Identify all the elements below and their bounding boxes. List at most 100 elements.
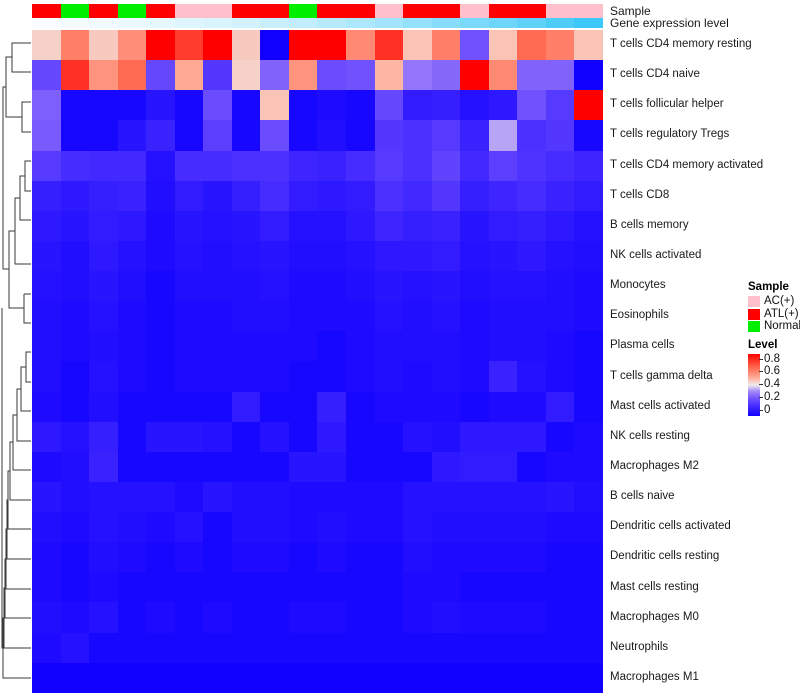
heatmap-cell <box>32 662 61 693</box>
heatmap-cell <box>374 602 404 633</box>
heatmap-cell <box>60 331 90 362</box>
heatmap-cell <box>117 60 147 91</box>
gene-expression-annotation-track <box>32 18 603 28</box>
heatmap-cell <box>460 542 489 573</box>
level-tick-label: 0 <box>759 404 770 417</box>
heatmap-cell <box>117 30 147 61</box>
heatmap-cell <box>403 391 432 422</box>
heatmap-cell <box>146 361 175 392</box>
row-label-macrophages-m2: Macrophages M2 <box>610 459 699 472</box>
heatmap-cell <box>60 301 90 332</box>
heatmap-cell <box>89 120 118 151</box>
heatmap-cell <box>488 421 518 452</box>
heatmap-cell <box>460 632 489 663</box>
heatmap-cell <box>146 331 175 362</box>
heatmap-cell <box>60 60 90 91</box>
heatmap-cell <box>174 512 204 543</box>
heatmap-row <box>32 602 603 633</box>
heatmap-cell <box>288 60 318 91</box>
heatmap-cell <box>203 210 232 241</box>
heatmap-cell <box>231 271 261 302</box>
heatmap-cell <box>117 391 147 422</box>
heatmap-cell <box>174 301 204 332</box>
heatmap-cell <box>203 542 232 573</box>
heatmap-cell <box>574 331 603 362</box>
heatmap-cell <box>574 391 603 422</box>
heatmap-cell <box>346 512 375 543</box>
heatmap-cell <box>517 602 546 633</box>
level-tick-mark <box>759 409 763 411</box>
heatmap-cell <box>60 481 90 512</box>
sample-annotation-cell <box>317 4 347 18</box>
heatmap-cell <box>431 481 461 512</box>
heatmap-cell <box>288 90 318 121</box>
heatmap-cell <box>117 632 147 663</box>
sample-annotation-cell <box>60 4 90 18</box>
heatmap-cell <box>231 120 261 151</box>
heatmap-cell <box>374 512 404 543</box>
level-colorbar <box>748 353 760 416</box>
row-label-t-cells-gamma-delta: T cells gamma delta <box>610 369 713 382</box>
heatmap-cell <box>32 30 61 61</box>
heatmap-cell <box>60 240 90 271</box>
heatmap-cell <box>431 512 461 543</box>
heatmap-cell <box>60 542 90 573</box>
gene-expression-annotation-cell <box>203 18 232 28</box>
sample-annotation-cell <box>545 4 575 18</box>
heatmap-cell <box>346 210 375 241</box>
heatmap-cell <box>545 361 575 392</box>
heatmap-cell <box>60 421 90 452</box>
heatmap-cell <box>203 30 232 61</box>
heatmap-cell <box>317 60 347 91</box>
heatmap-cell <box>174 30 204 61</box>
heatmap-cell <box>146 240 175 271</box>
heatmap-cell <box>403 150 432 181</box>
heatmap-cell <box>146 602 175 633</box>
heatmap-cell <box>403 572 432 603</box>
heatmap-cell <box>203 120 232 151</box>
gene-expression-annotation-cell <box>32 18 61 28</box>
heatmap-cell <box>60 632 90 663</box>
heatmap-cell <box>117 451 147 482</box>
heatmap-cell <box>317 180 347 211</box>
heatmap-cell <box>203 602 232 633</box>
heatmap-cell <box>203 60 232 91</box>
heatmap-cell <box>288 451 318 482</box>
heatmap-cell <box>231 512 261 543</box>
heatmap-cell <box>260 542 289 573</box>
heatmap-cell <box>460 180 489 211</box>
heatmap-cell <box>517 572 546 603</box>
heatmap-cell <box>317 331 347 362</box>
row-label-eosinophils: Eosinophils <box>610 309 669 322</box>
heatmap-cell <box>403 180 432 211</box>
heatmap-cell <box>89 60 118 91</box>
sample-annotation-cell <box>288 4 318 18</box>
heatmap-cell <box>545 481 575 512</box>
heatmap-cell <box>317 210 347 241</box>
heatmap-cell <box>146 512 175 543</box>
heatmap-cell <box>374 481 404 512</box>
heatmap-cell <box>260 301 289 332</box>
heatmap-cell <box>431 180 461 211</box>
heatmap-cell <box>117 271 147 302</box>
heatmap-cell <box>32 632 61 663</box>
heatmap-cell <box>545 512 575 543</box>
heatmap-cell <box>117 602 147 633</box>
heatmap-cell <box>431 60 461 91</box>
heatmap-cell <box>174 542 204 573</box>
heatmap-cell <box>374 662 404 693</box>
heatmap-cell <box>460 512 489 543</box>
heatmap-cell <box>260 150 289 181</box>
heatmap-cell <box>431 662 461 693</box>
heatmap-cell <box>146 572 175 603</box>
heatmap-cell <box>288 572 318 603</box>
heatmap-cell <box>260 120 289 151</box>
heatmap-cell <box>403 30 432 61</box>
heatmap-cell <box>32 271 61 302</box>
heatmap-cell <box>431 30 461 61</box>
heatmap-cell <box>346 150 375 181</box>
sample-annotation-cell <box>260 4 289 18</box>
heatmap-cell <box>89 150 118 181</box>
heatmap-cell <box>374 150 404 181</box>
